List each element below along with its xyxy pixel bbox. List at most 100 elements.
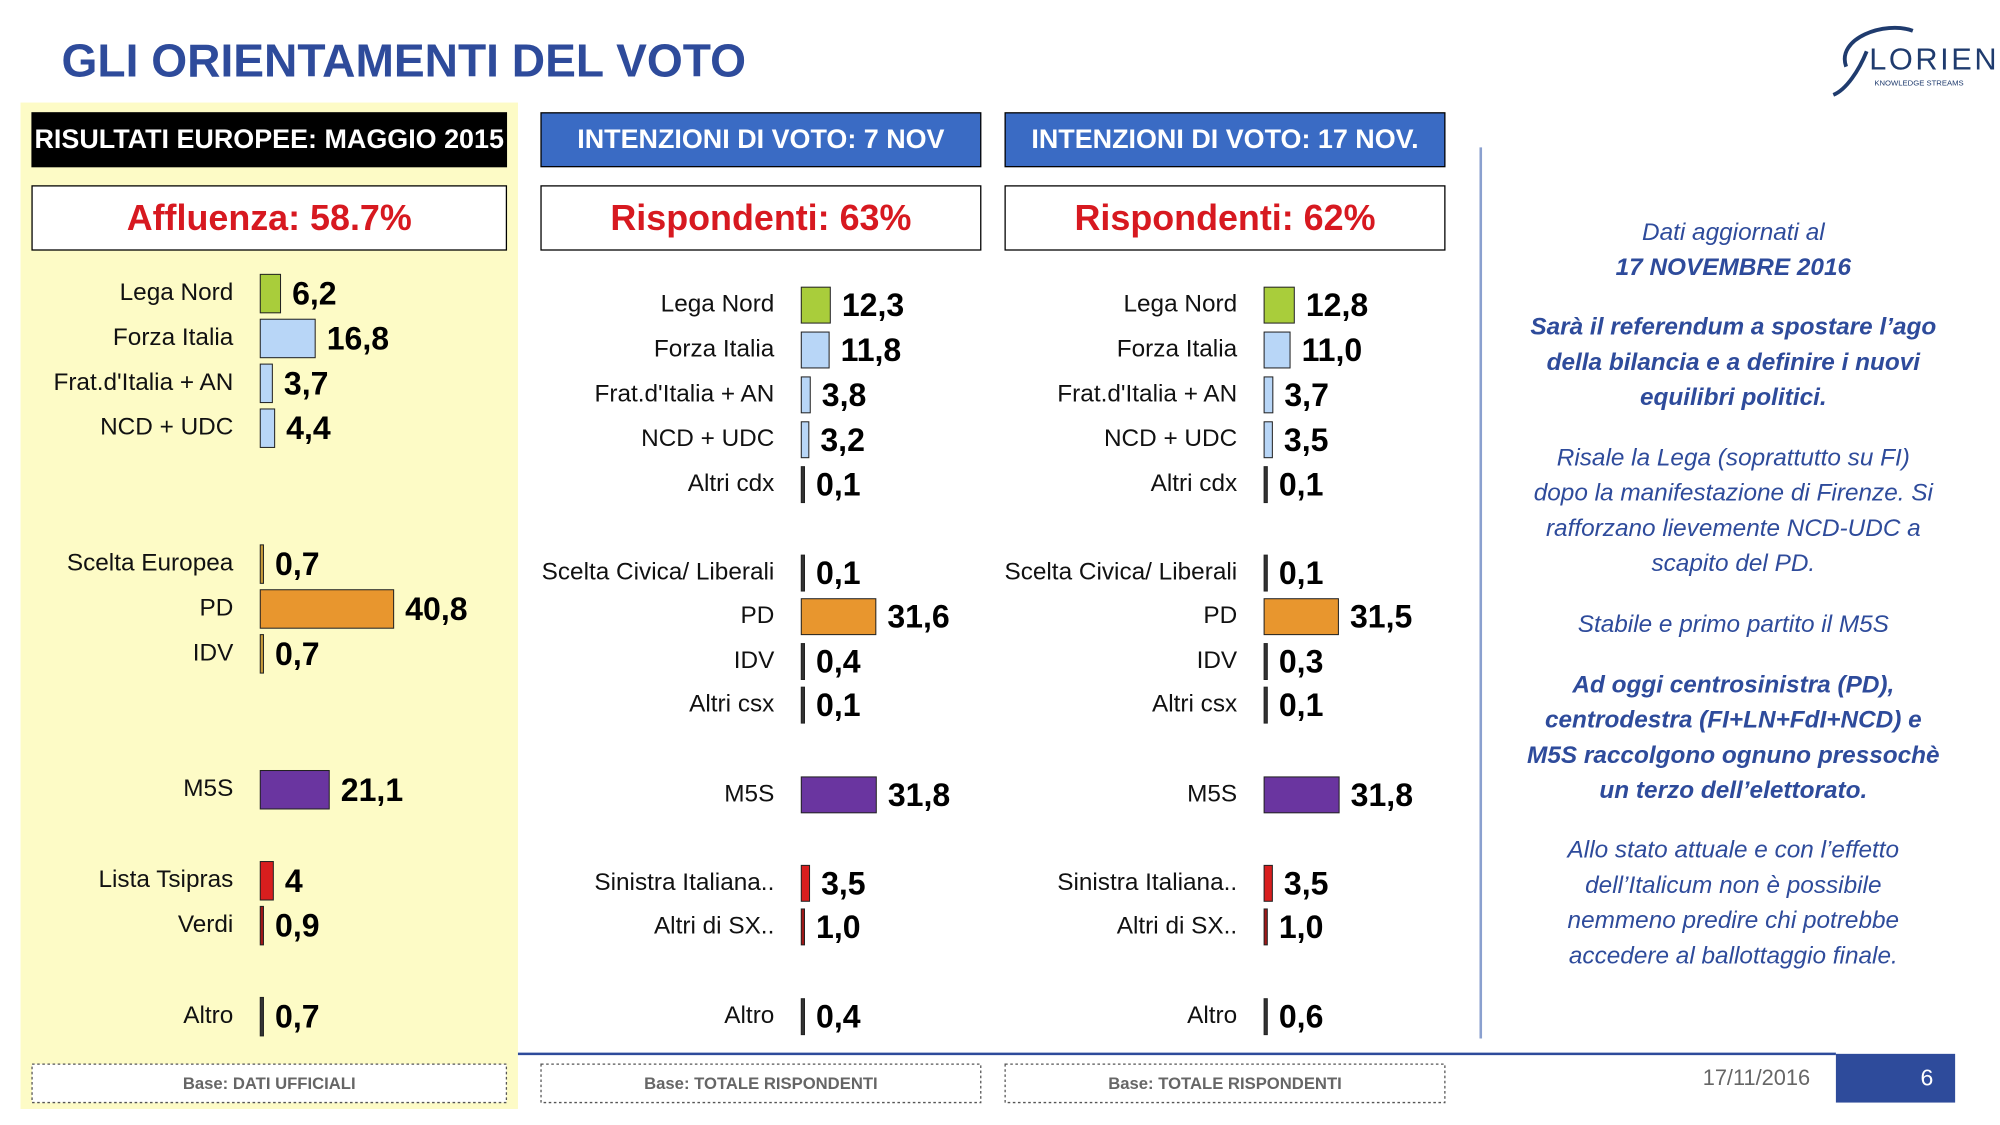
category-label: Lega Nord [1123,291,1237,318]
category-label: PD [741,602,775,629]
category-label: Altri csx [1152,691,1237,718]
bar [259,770,330,810]
bar [259,589,395,629]
chart-subtitle: Rispondenti: 62% [1075,198,1376,238]
value-label: 0,9 [275,908,320,944]
bar [1263,864,1273,902]
chart-note: Base: TOTALE RISPONDENTI [644,1074,878,1093]
subtitle-box [1004,185,1446,251]
bar [259,861,274,901]
bar [800,776,877,814]
chart-header-box [1004,112,1446,168]
value-label: 0,7 [275,636,320,672]
value-label: 0,1 [816,555,861,591]
value-label: 0,7 [275,546,320,582]
bar [800,421,810,459]
value-label: 6,2 [292,276,337,312]
value-label: 4,4 [286,410,331,446]
bar [1263,554,1268,592]
category-label: Altri cdx [688,470,775,497]
side-text: della bilancia e a definire i nuovi [1547,349,1922,376]
chart-note: Base: TOTALE RISPONDENTI [1108,1074,1342,1093]
category-label: Altro [1187,1002,1237,1029]
bar [1263,776,1340,814]
category-label: Scelta Europea [67,550,234,577]
category-label: Scelta Civica/ Liberali [542,559,775,586]
bar [800,864,811,902]
category-label: Lega Nord [120,279,234,306]
bar [800,466,806,504]
side-text: dell’Italicum non è possibile [1585,872,1881,899]
category-label: Altri di SX.. [654,912,774,939]
category-label: Forza Italia [654,335,775,362]
value-label: 12,3 [842,287,904,323]
category-label: IDV [734,647,775,674]
side-text: rafforzano lievemente NCD-UDC a [1546,515,1921,542]
subtitle-box [31,185,508,251]
side-text: Sarà il referendum a spostare l’ago [1530,314,1936,341]
side-text: un terzo dell’elettorato. [1599,777,1867,804]
value-label: 3,2 [820,422,865,458]
bar [259,408,276,448]
subtitle-box [540,185,982,251]
value-label: 3,5 [821,865,866,901]
category-label: Forza Italia [113,324,234,351]
bar [1263,686,1268,724]
bar [259,996,264,1037]
note-box [31,1063,508,1104]
category-label: Frat.d'Italia + AN [53,369,233,396]
side-text: Stabile e primo partito il M5S [1578,611,1889,638]
category-label: Forza Italia [1117,335,1238,362]
bar [800,598,877,636]
side-text: 17 NOVEMBRE 2016 [1616,254,1852,281]
note-box [540,1063,982,1104]
side-text: nemmeno predire chi potrebbe [1568,907,1900,934]
chart-header: RISULTATI EUROPEE: MAGGIO 2015 [35,124,504,154]
side-text: centrodestra (FI+LN+FdI+NCD) e [1545,707,1922,734]
bar [1263,286,1295,324]
category-label: PD [200,594,234,621]
bar [1263,331,1291,369]
logo-mark [1832,25,1914,97]
category-label: M5S [1187,780,1237,807]
value-label: 0,3 [1279,644,1324,680]
side-text: Risale la Lega (soprattutto su FI) [1557,444,1910,471]
side-text: Ad oggi centrosinistra (PD), [1571,671,1894,698]
category-label: Sinistra Italiana.. [1057,869,1237,896]
chart-subtitle: Rispondenti: 63% [610,198,911,238]
category-label: Altri di SX.. [1117,912,1237,939]
value-label: 0,1 [816,467,861,503]
bar [259,905,264,946]
side-text: Allo stato attuale e con l’effetto [1566,837,1900,864]
value-label: 0,1 [1279,467,1324,503]
category-label: Altro [183,1002,233,1029]
chart-note: Base: DATI UFFICIALI [183,1074,356,1093]
note-box [1004,1063,1446,1104]
chart-subtitle: Affluenza: 58.7% [127,198,412,238]
side-text: equilibri politici. [1640,384,1827,411]
bar [800,643,806,680]
logo-tagline: KNOWLEDGE STREAMS [1874,78,1963,87]
side-text: dopo la manifestazione di Firenze. Si [1534,480,1934,507]
bar [1263,466,1268,504]
page-box [1835,1053,1956,1103]
value-label: 3,7 [284,365,329,401]
category-label: M5S [724,780,774,807]
footer-date: 17/11/2016 [1703,1065,1810,1090]
value-label: 16,8 [327,320,389,356]
value-label: 12,8 [1306,287,1368,323]
value-label: 3,5 [1284,422,1329,458]
chart-header: INTENZIONI DI VOTO: 17 NOV. [1031,124,1418,154]
bar [1263,998,1268,1036]
category-label: NCD + UDC [641,425,774,452]
category-label: Sinistra Italiana.. [594,869,774,896]
bar [259,318,316,359]
value-label: 21,1 [341,772,403,808]
value-label: 31,5 [1350,599,1412,635]
value-label: 0,4 [816,644,861,680]
category-label: M5S [183,775,233,802]
bar [1263,598,1339,636]
value-label: 0,1 [1279,687,1324,723]
